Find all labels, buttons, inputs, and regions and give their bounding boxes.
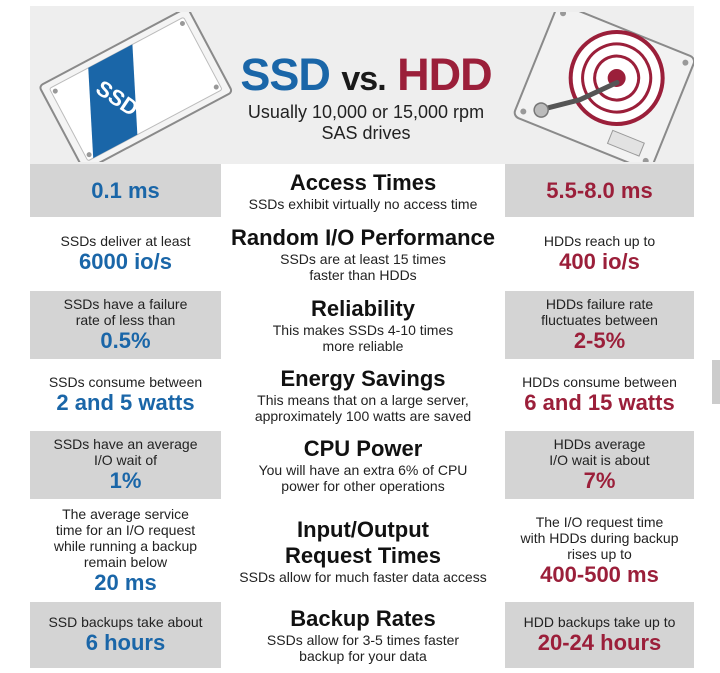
hdd-cell: HDDs average I/O wait is about 7%	[505, 431, 694, 499]
metric-description: faster than HDDs	[309, 267, 417, 283]
infographic: SSD SSD vs. HDD Usually 10,000 or 15,000…	[30, 6, 694, 668]
ssd-cell: 0.1 ms	[30, 164, 221, 217]
metric-description: SSDs allow for much faster data access	[239, 568, 487, 585]
hdd-cell: HDDs consume between 6 and 15 watts	[505, 362, 694, 428]
hdd-value: 5.5-8.0 ms	[546, 177, 653, 203]
table-row: The average service time for an I/O reque…	[30, 502, 694, 599]
ssd-cell: SSDs consume between 2 and 5 watts	[30, 362, 221, 428]
hdd-description: HDD backups take up to	[523, 614, 676, 630]
page-title: SSD vs. HDD	[216, 50, 516, 104]
metric-cell: Random I/O Performance SSDs are at least …	[224, 220, 502, 288]
metric-title: Input/Output	[297, 516, 429, 542]
metric-description: more reliable	[322, 338, 404, 354]
table-row: 0.1 ms Access Times SSDs exhibit virtually…	[30, 164, 694, 217]
ssd-description: SSD backups take about	[48, 614, 203, 630]
metric-description: This makes SSDs 4-10 times	[272, 322, 454, 338]
metric-cell: Access Times SSDs exhibit virtually no ac…	[224, 164, 502, 217]
hdd-description: rises up to	[567, 545, 632, 562]
hdd-cell: HDDs reach up to 400 io/s	[505, 220, 694, 288]
subtitle-line: Usually 10,000 or 15,000 rpm	[247, 102, 485, 122]
ssd-description: SSDs have a failure	[63, 296, 188, 312]
metric-title: CPU Power	[303, 436, 423, 461]
ssd-value: 6 hours	[85, 630, 166, 655]
page-edge-marker	[712, 360, 720, 404]
metric-cell: Input/Output Request Times SSDs allow for …	[224, 502, 502, 599]
hdd-cell: The I/O request time with HDDs during bac…	[505, 502, 694, 599]
metric-title: Access Times	[289, 169, 437, 195]
ssd-description: rate of less than	[75, 312, 176, 328]
table-row: SSDs deliver at least 6000 io/s Random I/O…	[30, 220, 694, 288]
title-ssd: SSD	[240, 49, 331, 100]
hdd-value: 400-500 ms	[540, 561, 659, 587]
hdd-description: with HDDs during backup	[520, 529, 679, 546]
hdd-description: The I/O request time	[535, 513, 664, 530]
metric-description: SSDs allow for 3-5 times faster	[266, 632, 460, 648]
ssd-value: 1%	[109, 468, 142, 493]
metric-title: Energy Savings	[280, 366, 446, 391]
metric-description: backup for your data	[299, 648, 427, 664]
header-banner: SSD SSD vs. HDD Usually 10,000 or 15,000…	[30, 6, 694, 164]
metric-title: Backup Rates	[290, 606, 436, 631]
metric-cell: CPU Power You will have an extra 6% of CP…	[224, 431, 502, 499]
hdd-description: HDDs consume between	[522, 374, 677, 390]
table-row: SSD backups take about 6 hours Backup Rate…	[30, 602, 694, 668]
metric-description: This means that on a large server,	[257, 392, 469, 408]
hdd-value: 6 and 15 watts	[524, 390, 675, 415]
ssd-cell: SSDs have an average I/O wait of 1%	[30, 431, 221, 499]
ssd-description: SSDs deliver at least	[60, 233, 191, 249]
hdd-drive-icon	[513, 12, 694, 162]
subtitle-line: SAS drives	[321, 123, 411, 143]
hdd-cell: HDD backups take up to 20-24 hours	[505, 602, 694, 668]
ssd-description: I/O wait of	[93, 452, 158, 468]
metric-cell: Reliability This makes SSDs 4-10 times mor…	[224, 291, 502, 359]
ssd-cell: The average service time for an I/O reque…	[30, 502, 221, 599]
table-row: SSDs have an average I/O wait of 1% CPU Pow…	[30, 431, 694, 499]
hdd-cell: HDDs failure rate fluctuates between 2-5%	[505, 291, 694, 359]
hdd-description: HDDs reach up to	[543, 233, 656, 249]
metric-title: Request Times	[284, 542, 442, 568]
ssd-description: time for an I/O request	[55, 521, 196, 538]
ssd-description: The average service	[62, 505, 189, 522]
ssd-description: while running a backup	[53, 537, 198, 554]
ssd-value: 20 ms	[94, 569, 157, 595]
hdd-description: HDDs failure rate	[545, 296, 654, 312]
ssd-description: remain below	[83, 553, 168, 570]
hdd-description: fluctuates between	[541, 312, 658, 328]
metric-description: SSDs are at least 15 times	[280, 251, 446, 267]
table-row: SSDs have a failure rate of less than 0.5%…	[30, 291, 694, 359]
hdd-description: I/O wait is about	[549, 452, 650, 468]
hdd-description: HDDs average	[553, 436, 646, 452]
metric-cell: Backup Rates SSDs allow for 3-5 times fas…	[224, 602, 502, 668]
ssd-drive-icon: SSD	[39, 12, 233, 162]
metric-cell: Energy Savings This means that on a large…	[224, 362, 502, 428]
ssd-cell: SSDs deliver at least 6000 io/s	[30, 220, 221, 288]
metric-description: power for other operations	[281, 478, 445, 494]
metric-description: You will have an extra 6% of CPU	[258, 462, 468, 478]
title-hdd: HDD	[397, 49, 492, 100]
subtitle: Usually 10,000 or 15,000 rpm SAS drives	[206, 102, 526, 144]
metric-title: Random I/O Performance	[230, 225, 496, 250]
metric-description: approximately 100 watts are saved	[254, 408, 472, 424]
hdd-value: 20-24 hours	[537, 630, 662, 655]
metric-description: SSDs exhibit virtually no access time	[248, 195, 478, 212]
metric-title: Reliability	[311, 296, 415, 321]
hdd-value: 7%	[583, 468, 616, 493]
ssd-value: 2 and 5 watts	[56, 390, 195, 415]
ssd-value: 0.1 ms	[91, 177, 160, 203]
ssd-description: SSDs have an average	[53, 436, 198, 452]
hdd-value: 2-5%	[573, 328, 626, 353]
title-vs: vs.	[341, 60, 386, 98]
hdd-cell: 5.5-8.0 ms	[505, 164, 694, 217]
ssd-description: SSDs consume between	[48, 374, 203, 390]
ssd-cell: SSD backups take about 6 hours	[30, 602, 221, 668]
ssd-value: 6000 io/s	[79, 249, 172, 274]
ssd-value: 0.5%	[100, 328, 151, 353]
table-row: SSDs consume between 2 and 5 watts Energy …	[30, 362, 694, 428]
hdd-value: 400 io/s	[559, 249, 640, 274]
ssd-cell: SSDs have a failure rate of less than 0.5%	[30, 291, 221, 359]
